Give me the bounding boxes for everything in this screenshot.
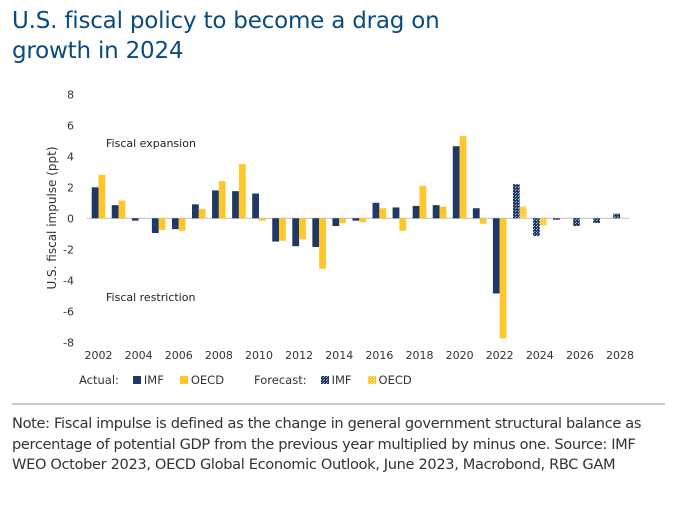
bar-oecd-2008 [218, 181, 226, 219]
legend-swatch-imf-icon [132, 376, 141, 384]
y-tick-label: 4 [67, 150, 74, 163]
y-axis-ticks: 8 6 4 2 0 -2 -4 -6 -8 [63, 88, 74, 349]
x-tick-label: 2014 [325, 349, 353, 362]
bar-imf-2021 [472, 208, 480, 219]
x-tick-label: 2020 [446, 349, 474, 362]
annotation-fiscal-expansion: Fiscal expansion [106, 137, 196, 150]
bars [91, 136, 621, 339]
bar-oecd-2017 [399, 218, 407, 231]
bar-imf-2025-forecast [553, 218, 560, 220]
bar-imf-2022 [492, 218, 500, 294]
bar-oecd-2006 [178, 218, 186, 231]
bar-oecd-2021 [479, 218, 487, 224]
bar-oecd-2012 [299, 218, 306, 240]
bar-oecd-2014 [339, 218, 347, 223]
y-axis-label: U.S. fiscal impulse (ppt) [45, 146, 59, 289]
legend-item-forecast-oecd: OECD [367, 373, 412, 387]
legend-swatch-oecd-hatched-icon [367, 376, 376, 384]
bar-oecd-2016 [379, 208, 387, 219]
legend-swatch-imf-hatched-icon [320, 376, 329, 384]
bar-imf-2003 [111, 205, 119, 219]
y-tick-label: -6 [63, 305, 74, 318]
bar-imf-2004 [131, 218, 139, 221]
chart-title: U.S. fiscal policy to become a drag on g… [12, 8, 440, 64]
bar-imf-2013 [312, 218, 320, 247]
x-tick-label: 2012 [285, 349, 313, 362]
legend-item-forecast-imf: IMF [320, 373, 352, 387]
x-tick-label: 2026 [566, 349, 594, 362]
bar-imf-2017 [392, 207, 400, 219]
bar-imf-2024-forecast [533, 218, 540, 237]
bar-oecd-2022 [499, 218, 507, 339]
annotation-fiscal-restriction: Fiscal restriction [106, 291, 195, 304]
x-tick-label: 2006 [165, 349, 193, 362]
bar-oecd-2005 [158, 218, 166, 230]
bar-imf-2016 [372, 202, 380, 219]
bar-imf-2026-forecast [573, 218, 580, 227]
legend-group-forecast-label: Forecast: [254, 373, 307, 387]
legend-label: IMF [143, 373, 164, 387]
bar-imf-2009 [232, 191, 239, 219]
x-tick-label: 2024 [526, 349, 554, 362]
legend-item-actual-imf: IMF [132, 373, 164, 387]
bar-imf-2023-forecast [512, 184, 520, 219]
y-tick-label: 6 [67, 119, 74, 132]
bar-oecd-2007 [198, 209, 206, 219]
bar-imf-2007 [192, 204, 199, 219]
bar-imf-2005 [151, 218, 159, 234]
x-tick-label: 2022 [486, 349, 514, 362]
bar-imf-2011 [272, 218, 280, 242]
bar-imf-2015 [352, 218, 360, 221]
x-tick-label: 2002 [85, 349, 113, 362]
legend-group-actual-label: Actual: [79, 373, 119, 387]
separator [12, 403, 665, 405]
x-axis-ticks: 2002 2004 2006 2008 2010 2012 2014 2016 2018 2020… [85, 349, 635, 362]
x-tick-label: 2004 [125, 349, 153, 362]
bar-oecd-2009 [238, 164, 246, 219]
bar-oecd-2002 [98, 174, 106, 219]
bar-oecd-2024-forecast [539, 218, 547, 226]
bar-imf-2014 [332, 218, 340, 227]
bar-imf-2010 [252, 193, 259, 219]
bar-imf-2018 [412, 205, 420, 219]
x-tick-label: 2028 [606, 349, 634, 362]
y-tick-label: -8 [63, 336, 74, 349]
y-tick-label: -4 [63, 274, 74, 287]
legend-swatch-oecd-icon [179, 376, 188, 384]
legend-item-actual-oecd: OECD [179, 373, 225, 387]
legend-label: OECD [190, 373, 225, 387]
legend: Actual: IMF OECD Forecast: IMF OECD [79, 373, 428, 387]
bar-oecd-2018 [419, 185, 427, 219]
bar-oecd-2013 [319, 218, 326, 269]
source-note: Note: Fiscal impulse is defined as the c… [12, 415, 642, 473]
y-tick-label: 2 [67, 181, 74, 194]
bar-imf-2019 [432, 205, 440, 219]
bar-oecd-2011 [279, 218, 286, 241]
bar-oecd-2019 [439, 206, 447, 219]
bar-imf-2002 [91, 187, 99, 219]
bar-imf-2028-forecast [613, 213, 621, 219]
y-tick-label: 0 [67, 212, 74, 225]
bar-imf-2012 [292, 218, 300, 247]
legend-label: OECD [378, 373, 412, 387]
x-tick-label: 2016 [365, 349, 393, 362]
x-tick-label: 2008 [205, 349, 233, 362]
y-tick-label: 8 [67, 88, 74, 101]
bar-oecd-2003 [118, 200, 126, 219]
bar-imf-2008 [212, 190, 219, 219]
y-tick-label: -2 [63, 243, 74, 256]
bar-imf-2027-forecast [593, 218, 600, 223]
bar-oecd-2010 [258, 218, 266, 221]
bar-oecd-2015 [359, 218, 367, 223]
bar-imf-2020 [452, 146, 460, 219]
bar-oecd-2023-forecast [519, 206, 527, 219]
x-tick-label: 2018 [405, 349, 433, 362]
bar-oecd-2020 [459, 136, 467, 219]
x-tick-label: 2010 [245, 349, 273, 362]
bar-imf-2006 [171, 218, 179, 230]
legend-label: IMF [331, 373, 352, 387]
